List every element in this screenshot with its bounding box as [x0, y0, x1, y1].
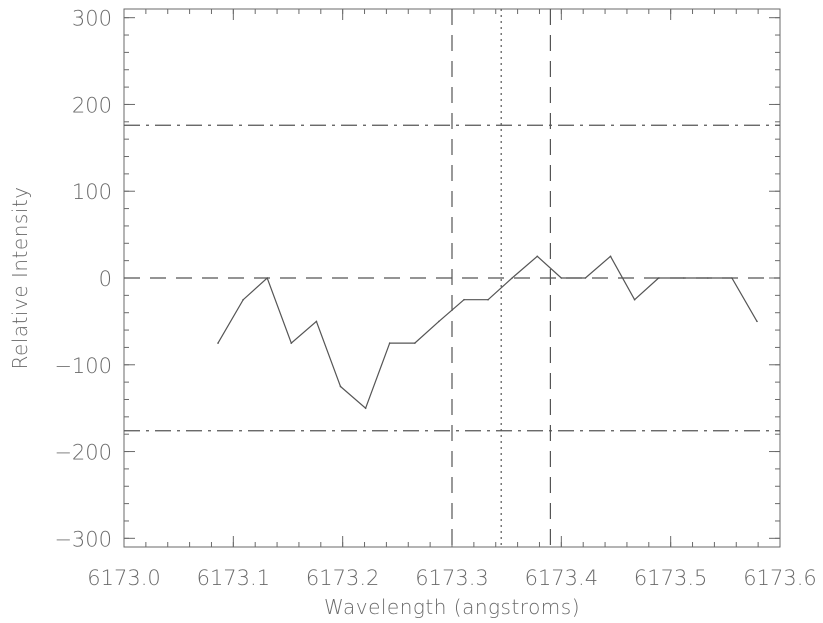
y-tick-label: −200: [54, 441, 112, 465]
data-point: [707, 277, 709, 279]
data-point: [682, 277, 685, 279]
data-point: [217, 342, 219, 344]
x-tick-label: 6173.2: [306, 566, 379, 590]
data-point: [242, 298, 244, 301]
data-point: [633, 298, 636, 301]
x-tick-label: 6173.5: [634, 566, 707, 590]
data-point: [560, 277, 563, 279]
data-point: [290, 342, 293, 344]
y-tick-label: 200: [72, 93, 112, 117]
series-line: [217, 255, 758, 410]
data-point: [731, 277, 733, 279]
data-point: [511, 277, 513, 279]
data-point: [414, 342, 416, 344]
data-point: [315, 320, 318, 323]
y-axis-title: Relative Intensity: [8, 186, 32, 369]
x-tick-label: 6173.4: [525, 566, 598, 590]
x-tick-label: 6173.3: [415, 566, 488, 590]
data-point: [657, 277, 660, 279]
data-point: [536, 255, 539, 258]
data-point: [584, 277, 587, 279]
y-tick-label: 300: [72, 7, 112, 31]
data-point: [463, 298, 465, 301]
data-point: [609, 255, 612, 258]
y-tick-label: −300: [54, 527, 112, 551]
data-point: [266, 277, 269, 279]
x-tick-label: 6173.0: [87, 566, 160, 590]
data-point: [438, 320, 440, 323]
data-point: [364, 407, 367, 409]
y-tick-labels: 300 200 100 0 −100 −200 −300: [54, 7, 112, 552]
data-point: [339, 385, 342, 388]
x-tick-label: 6173.6: [743, 566, 816, 590]
y-tick-label: 100: [72, 180, 112, 204]
x-axis-title: Wavelength (angstroms): [324, 595, 580, 619]
y-tick-label: 0: [99, 267, 112, 291]
y-tick-label: −100: [54, 354, 112, 378]
x-tick-label: 6173.1: [197, 566, 270, 590]
x-tick-labels: 6173.0 6173.1 6173.2 6173.3 6173.4 6173.5 6173…: [87, 566, 816, 590]
data-point: [756, 320, 758, 323]
series-group: [217, 255, 758, 410]
data-point: [388, 342, 391, 344]
data-point: [487, 298, 489, 301]
